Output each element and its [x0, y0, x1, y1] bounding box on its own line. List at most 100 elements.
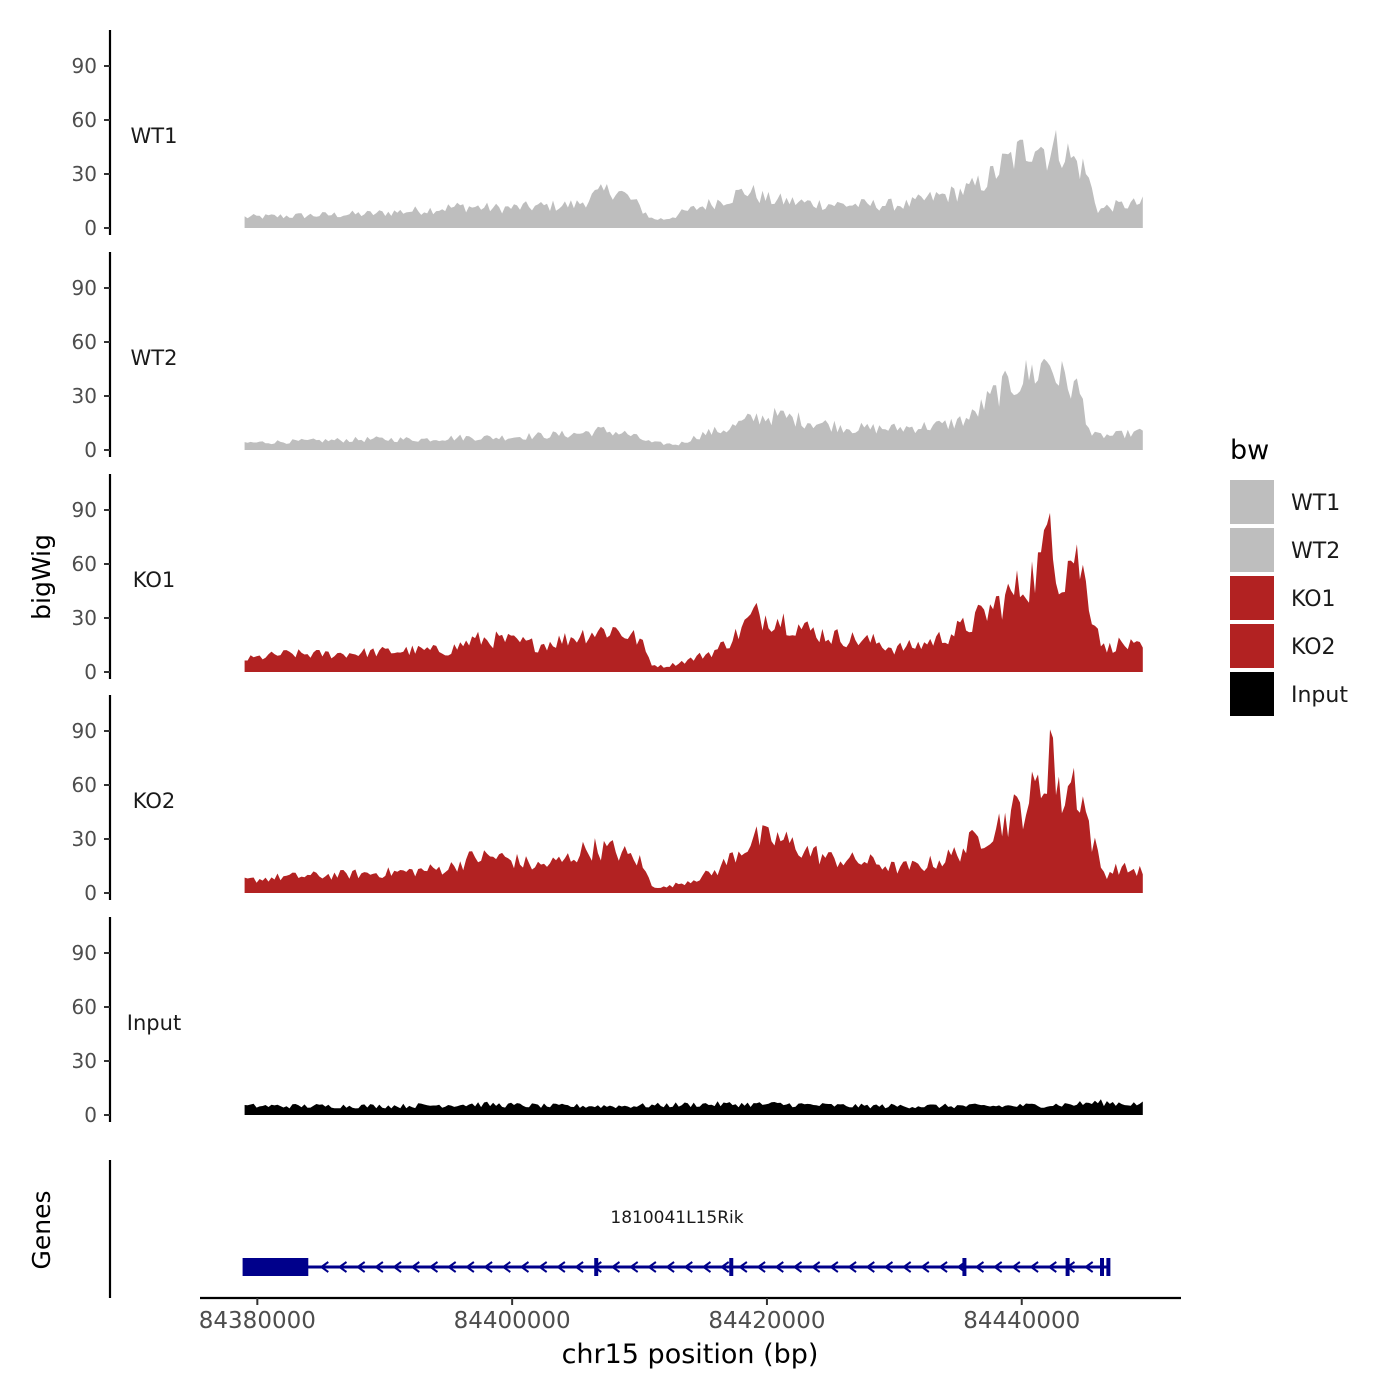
strand-arrow [756, 1261, 766, 1273]
strand-arrow [665, 1261, 675, 1273]
gene-exon [594, 1258, 599, 1276]
track-input: 0 30 60 90 Input [72, 917, 1143, 1127]
y-tick-label: 0 [84, 881, 97, 905]
y-tick-label: 30 [72, 384, 97, 408]
y-tick-label: 60 [72, 552, 97, 576]
strand-arrow [428, 1261, 439, 1273]
y-tick-label: 30 [72, 827, 97, 851]
strand-arrow [465, 1261, 475, 1273]
legend-title: bw [1230, 435, 1269, 466]
y-tick-label: 0 [84, 660, 97, 684]
y-tick-label: 90 [72, 498, 97, 522]
strand-arrow [974, 1261, 985, 1273]
strand-arrow [446, 1261, 457, 1273]
strand-arrow [865, 1261, 875, 1273]
strand-arrow [683, 1261, 693, 1273]
strand-arrow [1047, 1261, 1057, 1273]
x-axis: 84380000 84400000 84420000 84440000 [199, 1296, 1181, 1334]
legend-swatch [1230, 576, 1274, 620]
y-axis-title: bigWig [27, 534, 56, 620]
track-wt2: 0 30 60 90 WT2 [72, 252, 1143, 462]
y-tick-label: 0 [84, 1103, 97, 1127]
strand-arrow [319, 1261, 329, 1273]
coverage-area-wt2 [244, 358, 1143, 450]
legend-swatch [1230, 672, 1274, 716]
strand-arrow [938, 1261, 948, 1273]
track-label: KO2 [133, 789, 176, 813]
strand-arrow [1029, 1261, 1039, 1273]
strand-arrow [628, 1261, 639, 1273]
strand-arrow [610, 1261, 621, 1273]
strand-arrow [392, 1261, 402, 1273]
strand-arrow [519, 1261, 530, 1273]
y-tick-label: 60 [72, 773, 97, 797]
legend-label: KO2 [1291, 635, 1336, 660]
gene-name-label: 1810041L15Rik [610, 1208, 743, 1228]
strand-arrow [738, 1261, 748, 1273]
coverage-area-wt1 [244, 129, 1143, 228]
track-label: WT2 [131, 346, 178, 370]
legend-label: WT1 [1291, 491, 1340, 516]
strand-arrow [719, 1261, 730, 1273]
strand-arrow [501, 1261, 511, 1273]
strand-arrow [992, 1261, 1003, 1273]
strand-arrow [574, 1261, 584, 1273]
strand-arrow [1011, 1261, 1021, 1273]
track-label: Input [127, 1011, 181, 1035]
strand-arrow [355, 1261, 366, 1273]
strand-arrow [483, 1261, 493, 1273]
strand-arrow [901, 1261, 912, 1273]
legend-swatch [1230, 624, 1274, 668]
track-label: KO1 [133, 568, 176, 592]
gene-exon [962, 1258, 967, 1276]
strand-arrow [774, 1261, 784, 1273]
x-tick-label: 84400000 [454, 1308, 571, 1334]
track-wt1: 0 30 60 90 WT1 [72, 30, 1143, 240]
gene-exon [242, 1258, 247, 1276]
strand-arrow [592, 1261, 602, 1273]
strand-arrow [701, 1261, 712, 1273]
legend: bw WT1 WT2 KO1 KO2 Input [1230, 435, 1348, 716]
x-axis-title: chr15 position (bp) [562, 1339, 819, 1370]
y-tick-label: 90 [72, 54, 97, 78]
gene-exon [729, 1258, 734, 1276]
strand-arrow [1083, 1261, 1094, 1273]
strand-arrow [374, 1261, 384, 1273]
track-panels: 0 30 60 90 WT1 0 30 60 90 WT2 0 30 60 90 KO1 0 30 60 90 KO2… [72, 30, 1143, 1127]
strand-arrow [847, 1261, 857, 1273]
strand-arrow [410, 1261, 420, 1273]
y-tick-label: 30 [72, 162, 97, 186]
y-tick-label: 90 [72, 941, 97, 965]
y-tick-label: 90 [72, 719, 97, 743]
coverage-area-ko2 [244, 729, 1143, 893]
strand-arrow [883, 1261, 894, 1273]
track-ko2: 0 30 60 90 KO2 [72, 695, 1143, 905]
coverage-area-input [244, 1099, 1143, 1115]
strand-arrow [829, 1261, 839, 1273]
y-tick-label: 0 [84, 438, 97, 462]
legend-label: WT2 [1291, 539, 1340, 564]
y-tick-label: 60 [72, 108, 97, 132]
strand-arrow [810, 1261, 821, 1273]
legend-swatch [1230, 480, 1274, 524]
strand-arrow [920, 1261, 930, 1273]
gene-exon [1100, 1258, 1105, 1276]
track-ko1: 0 30 60 90 KO1 [72, 474, 1143, 684]
y-tick-label: 60 [72, 330, 97, 354]
y-tick-label: 30 [72, 606, 97, 630]
y-tick-label: 90 [72, 276, 97, 300]
strand-arrow [647, 1261, 657, 1273]
strand-arrow [537, 1261, 548, 1273]
y-tick-label: 60 [72, 995, 97, 1019]
y-tick-label: 30 [72, 1049, 97, 1073]
track-label: WT1 [131, 124, 178, 148]
gene-cds-block [244, 1258, 309, 1276]
strand-arrow [1065, 1261, 1076, 1273]
legend-swatch [1230, 528, 1274, 572]
strand-arrow [337, 1261, 348, 1273]
coverage-area-ko1 [244, 512, 1143, 672]
x-tick-label: 84380000 [199, 1308, 316, 1334]
strand-arrow [792, 1261, 803, 1273]
gene-panel: 1810041L15Rik [108, 1160, 1111, 1298]
